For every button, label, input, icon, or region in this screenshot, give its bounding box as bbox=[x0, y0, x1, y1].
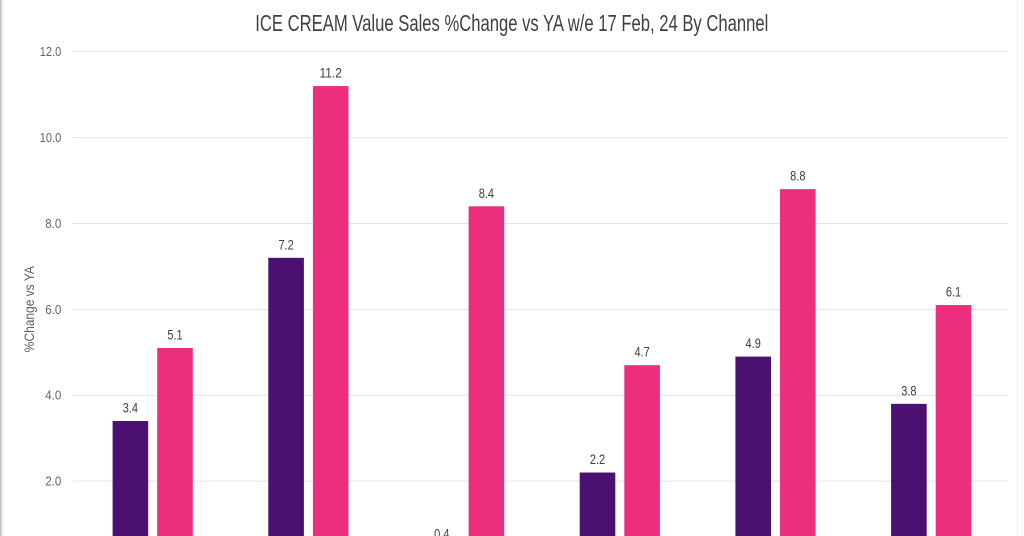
svg-text:6.1: 6.1 bbox=[946, 284, 961, 300]
svg-text:11.2: 11.2 bbox=[319, 65, 342, 81]
svg-text:%Change vs YA: %Change vs YA bbox=[22, 266, 37, 352]
svg-text:4.9: 4.9 bbox=[746, 335, 761, 351]
svg-text:12.0: 12.0 bbox=[40, 45, 62, 59]
svg-text:5.1: 5.1 bbox=[167, 327, 182, 343]
svg-text:3.4: 3.4 bbox=[123, 400, 138, 416]
svg-text:0.4: 0.4 bbox=[434, 526, 449, 536]
svg-text:2.0: 2.0 bbox=[45, 475, 61, 489]
svg-text:4.0: 4.0 bbox=[45, 389, 61, 403]
svg-text:8.8: 8.8 bbox=[790, 168, 805, 184]
svg-text:2.2: 2.2 bbox=[590, 451, 605, 467]
svg-text:8.0: 8.0 bbox=[45, 217, 61, 231]
svg-text:8.4: 8.4 bbox=[479, 185, 494, 201]
svg-text:6.0: 6.0 bbox=[45, 303, 61, 317]
svg-text:7.2: 7.2 bbox=[278, 236, 293, 252]
svg-text:10.0: 10.0 bbox=[40, 131, 62, 145]
svg-text:3.8: 3.8 bbox=[901, 382, 916, 398]
svg-text:ICE CREAM Value Sales %Change: ICE CREAM Value Sales %Change vs YA w/e … bbox=[255, 10, 768, 36]
svg-text:4.7: 4.7 bbox=[634, 344, 649, 360]
